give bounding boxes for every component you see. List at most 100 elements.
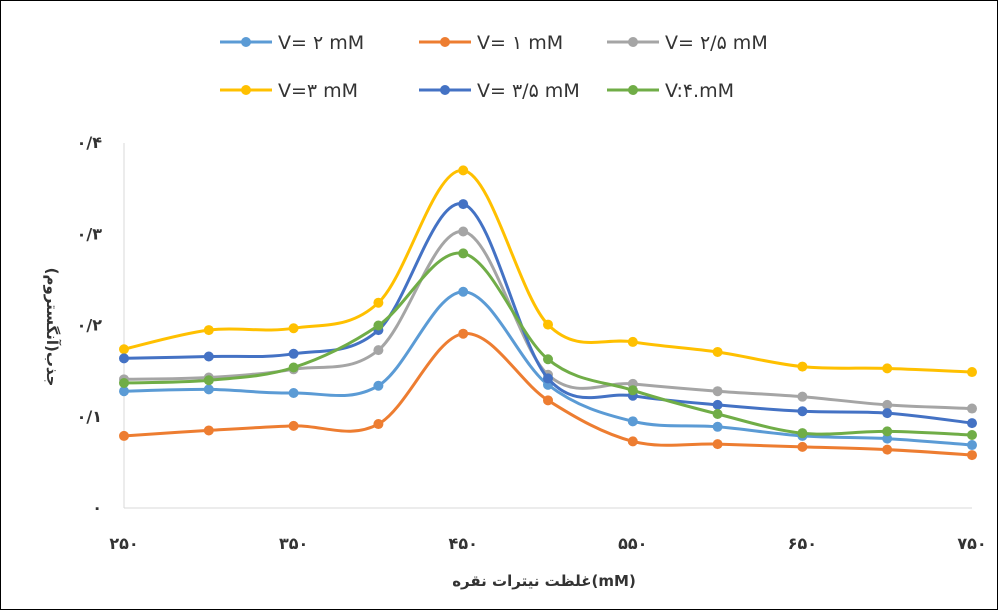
data-point — [119, 386, 129, 397]
legend-marker — [628, 37, 638, 47]
legend-label: V:۴.mM — [665, 80, 734, 102]
legend-item: V:۴.mM — [607, 80, 734, 102]
data-point — [627, 416, 638, 427]
data-point — [882, 363, 893, 374]
legend-item: V= ۲/۵ mM — [607, 32, 768, 54]
series-4 — [119, 165, 977, 378]
data-point — [967, 367, 977, 378]
legend-item: V=۳ mM — [220, 80, 358, 102]
y-axis-title: جذب(آنگستروم) — [43, 268, 61, 387]
data-point — [797, 428, 808, 439]
x-axis-title: غلظت نیترات نقره(mM) — [452, 572, 636, 590]
data-point — [543, 354, 553, 365]
data-point — [627, 336, 638, 347]
legend-item: V= ۲ mM — [220, 32, 364, 54]
data-point — [373, 345, 384, 356]
legend-item: V= ۱ mM — [419, 32, 563, 54]
data-point — [458, 328, 469, 339]
y-tick-label: ۰/۱ — [77, 407, 102, 426]
series-line — [123, 290, 973, 447]
data-point — [458, 226, 469, 237]
data-point — [203, 384, 214, 395]
data-point — [797, 406, 808, 417]
data-point — [967, 403, 977, 414]
y-tick-label: ۰ — [92, 498, 102, 517]
data-point — [543, 373, 553, 384]
data-point — [543, 319, 553, 330]
data-point — [627, 436, 638, 447]
x-tick-label: ۲۵۰ — [109, 534, 138, 553]
legend-marker — [628, 85, 638, 95]
data-point — [373, 297, 384, 308]
data-point — [797, 361, 808, 372]
data-point — [203, 425, 214, 436]
series-6 — [119, 248, 977, 440]
data-point — [882, 426, 893, 437]
data-point — [119, 344, 129, 355]
data-point — [203, 375, 214, 386]
data-point — [882, 408, 893, 419]
legend-label: V= ۲ mM — [278, 32, 364, 54]
y-tick-label: ۰/۳ — [77, 224, 103, 243]
series-2 — [119, 328, 977, 461]
x-tick-label: ۷۵۰ — [957, 534, 986, 553]
data-point — [967, 440, 977, 451]
y-tick-label: ۰/۴ — [77, 133, 103, 152]
data-point — [373, 380, 384, 391]
legend-marker — [241, 85, 251, 95]
series-layer — [119, 165, 977, 461]
data-point — [288, 420, 299, 431]
legend-marker — [440, 85, 450, 95]
data-point — [119, 430, 129, 441]
data-point — [797, 391, 808, 402]
data-point — [797, 441, 808, 452]
legend-label: V= ۳/۵ mM — [477, 80, 580, 102]
data-point — [203, 325, 214, 336]
legend-label: V=۳ mM — [278, 80, 358, 102]
data-point — [288, 323, 299, 334]
data-point — [119, 353, 129, 364]
data-point — [119, 377, 129, 388]
axes: ۰ ۰/۱ ۰/۲ ۰/۳ ۰/۴ ۲۵۰ ۳۵۰ ۴۵۰ ۵۵۰ ۶۵۰ ۷۵۰ — [77, 133, 987, 553]
legend-label: V= ۱ mM — [477, 32, 563, 54]
legend-marker — [241, 37, 251, 47]
data-point — [882, 399, 893, 410]
series-line — [123, 332, 973, 457]
data-point — [712, 346, 723, 357]
data-point — [627, 385, 638, 396]
data-point — [373, 419, 384, 430]
data-point — [967, 430, 977, 440]
series-line — [123, 251, 973, 437]
data-point — [712, 439, 723, 450]
data-point — [967, 418, 977, 429]
data-point — [373, 320, 384, 331]
x-tick-label: ۵۵۰ — [618, 534, 647, 553]
data-point — [288, 362, 299, 373]
x-tick-label: ۳۵۰ — [279, 534, 308, 553]
data-point — [882, 433, 893, 444]
y-tick-label: ۰/۲ — [77, 316, 103, 335]
data-point — [712, 386, 723, 397]
data-point — [712, 399, 723, 410]
data-point — [458, 165, 469, 176]
data-point — [203, 351, 214, 362]
legend-label: V= ۲/۵ mM — [665, 32, 768, 54]
legend: V= ۲ mM V= ۱ mM V= ۲/۵ mM V=۳ mM V= ۳/۵ mM V:… — [220, 32, 768, 102]
data-point — [712, 409, 723, 420]
data-point — [543, 395, 553, 406]
series-5 — [119, 199, 977, 429]
data-point — [967, 450, 977, 461]
data-point — [288, 348, 299, 359]
data-point — [712, 421, 723, 432]
data-point — [288, 388, 299, 399]
series-line — [123, 202, 973, 425]
legend-marker — [440, 37, 450, 47]
legend-item: V= ۳/۵ mM — [419, 80, 580, 102]
data-point — [882, 444, 893, 455]
data-point — [458, 248, 469, 259]
x-tick-label: ۶۵۰ — [788, 534, 817, 553]
data-point — [458, 286, 469, 297]
x-tick-label: ۴۵۰ — [449, 534, 478, 553]
